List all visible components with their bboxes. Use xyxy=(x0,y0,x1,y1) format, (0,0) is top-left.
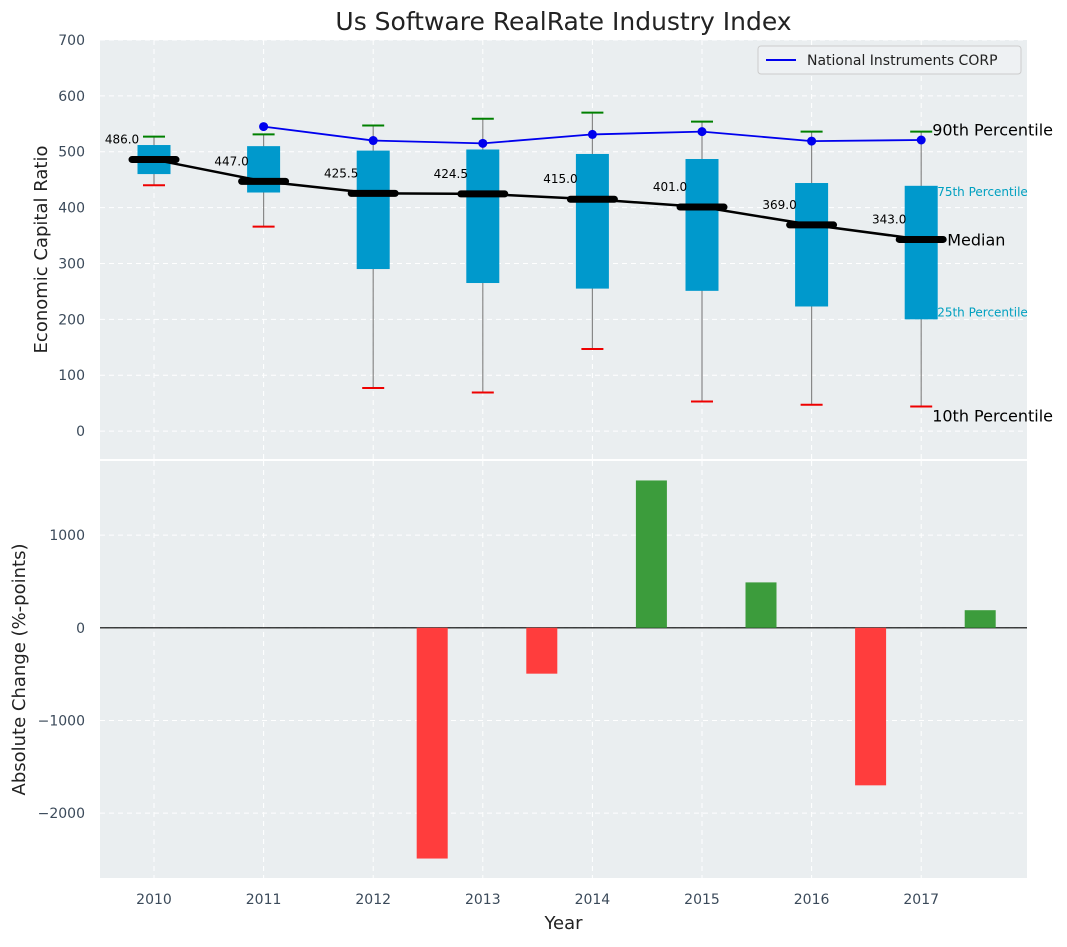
iqr-box xyxy=(685,158,719,291)
median-value-label: 401.0 xyxy=(653,180,687,194)
median-value-label: 425.5 xyxy=(324,166,358,180)
x-tick-label: 2012 xyxy=(355,892,391,908)
chart-title: Us Software RealRate Industry Index xyxy=(335,7,791,36)
change-bar xyxy=(964,610,996,628)
bottom-y-tick-label: 0 xyxy=(76,621,85,637)
x-tick-label: 2016 xyxy=(794,892,830,908)
top-panel-background xyxy=(100,40,1027,459)
change-bar xyxy=(745,582,777,628)
median-value-label: 424.5 xyxy=(434,167,468,181)
iqr-box xyxy=(247,146,281,193)
median-value-label: 486.0 xyxy=(105,133,139,147)
x-tick-label: 2017 xyxy=(903,892,939,908)
bottom-y-tick-label: −2000 xyxy=(38,806,85,822)
change-bar xyxy=(526,627,558,674)
change-bar xyxy=(635,480,667,628)
top-y-tick-label: 200 xyxy=(58,312,85,328)
legend-box xyxy=(757,45,1022,75)
top-y-tick-label: 700 xyxy=(58,33,85,49)
x-tick-label: 2011 xyxy=(246,892,282,908)
median-value-label: 343.0 xyxy=(872,212,906,226)
p75-band-label: 75th Percentile xyxy=(937,185,1028,199)
iqr-box xyxy=(466,149,500,284)
company-point xyxy=(916,135,926,145)
x-tick-label: 2010 xyxy=(136,892,172,908)
x-tick-label: 2014 xyxy=(575,892,611,908)
change-bar xyxy=(855,627,887,786)
top-y-tick-label: 600 xyxy=(58,89,85,105)
bottom-y-axis-label: Absolute Change (%-points) xyxy=(9,544,30,796)
legend-label: National Instruments CORP xyxy=(807,53,998,69)
iqr-box xyxy=(795,183,829,307)
bottom-panel-background xyxy=(100,461,1027,878)
top-y-tick-label: 300 xyxy=(58,256,85,272)
median-value-label: 415.0 xyxy=(543,172,577,186)
change-bar xyxy=(416,627,448,859)
iqr-box xyxy=(904,185,938,320)
company-point xyxy=(697,127,707,137)
company-point xyxy=(259,122,269,132)
top-y-tick-label: 400 xyxy=(58,201,85,217)
top-y-axis-label: Economic Capital Ratio xyxy=(31,146,52,354)
company-point xyxy=(368,136,378,146)
iqr-box xyxy=(575,153,609,289)
median-value-label: 369.0 xyxy=(762,198,796,212)
company-point xyxy=(478,138,488,148)
x-axis-label: Year xyxy=(543,913,583,934)
bottom-y-tick-label: 1000 xyxy=(49,528,85,544)
company-point xyxy=(807,136,817,146)
company-point xyxy=(587,129,597,139)
bottom-y-tick-label: −1000 xyxy=(38,713,85,729)
x-tick-label: 2013 xyxy=(465,892,501,908)
p25-band-label: 25th Percentile xyxy=(937,305,1028,319)
p10-band-label: 10th Percentile xyxy=(932,406,1053,425)
median-band-label: Median xyxy=(947,230,1005,249)
x-tick-label: 2015 xyxy=(684,892,720,908)
median-value-label: 447.0 xyxy=(214,154,248,168)
top-y-tick-label: 100 xyxy=(58,368,85,384)
top-y-tick-label: 500 xyxy=(58,145,85,161)
iqr-box xyxy=(356,150,390,270)
top-y-tick-label: 0 xyxy=(76,424,85,440)
p90-band-label: 90th Percentile xyxy=(932,121,1053,140)
